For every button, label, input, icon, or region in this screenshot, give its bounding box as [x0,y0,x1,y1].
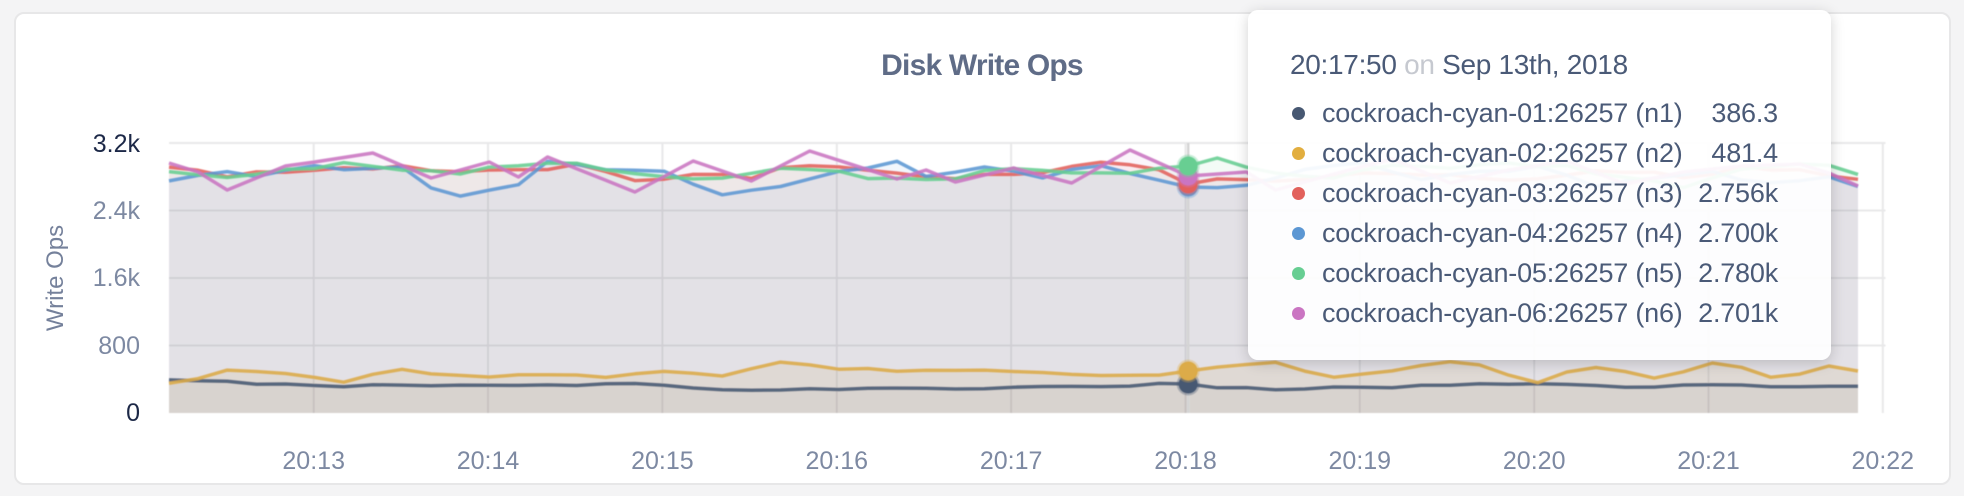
svg-text:800: 800 [98,332,140,360]
svg-text:20:18: 20:18 [1154,447,1217,475]
svg-text:20:15: 20:15 [631,447,694,475]
svg-text:3.2k: 3.2k [93,130,141,158]
svg-text:20:16: 20:16 [806,447,869,475]
svg-text:Write Ops: Write Ops [42,225,69,331]
svg-text:20:21: 20:21 [1677,447,1740,475]
svg-text:20:19: 20:19 [1329,447,1392,475]
svg-text:20:20: 20:20 [1503,447,1566,475]
svg-text:20:13: 20:13 [282,447,345,475]
svg-text:20:17: 20:17 [980,447,1043,475]
svg-text:2.4k: 2.4k [93,197,141,225]
svg-text:1.6k: 1.6k [93,264,141,292]
svg-text:20:14: 20:14 [457,447,520,475]
svg-text:20:22: 20:22 [1852,447,1915,475]
svg-text:0: 0 [126,399,140,427]
